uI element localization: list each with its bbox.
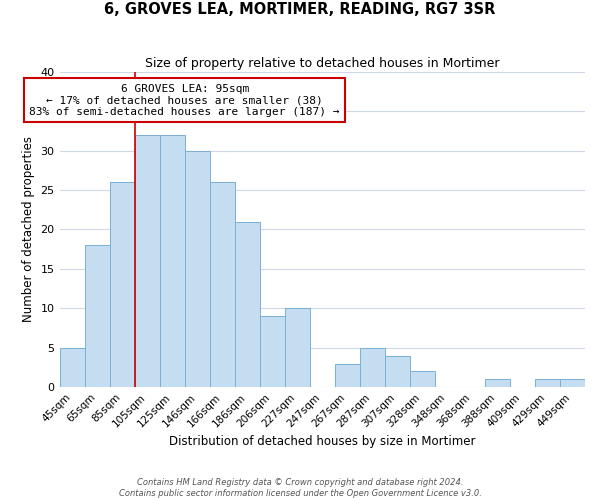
Bar [59, 348, 85, 387]
Bar [285, 308, 310, 387]
Bar [360, 348, 385, 387]
Bar [385, 356, 410, 387]
Bar [134, 135, 160, 387]
Bar [110, 182, 134, 387]
Bar [185, 150, 209, 387]
Bar [535, 380, 560, 387]
Bar [260, 316, 285, 387]
Text: Contains HM Land Registry data © Crown copyright and database right 2024.
Contai: Contains HM Land Registry data © Crown c… [119, 478, 481, 498]
Bar [160, 135, 185, 387]
Bar [485, 380, 510, 387]
Bar [235, 222, 260, 387]
Text: 6, GROVES LEA, MORTIMER, READING, RG7 3SR: 6, GROVES LEA, MORTIMER, READING, RG7 3S… [104, 2, 496, 18]
Y-axis label: Number of detached properties: Number of detached properties [22, 136, 35, 322]
Bar [85, 245, 110, 387]
Text: 6 GROVES LEA: 95sqm
← 17% of detached houses are smaller (38)
83% of semi-detach: 6 GROVES LEA: 95sqm ← 17% of detached ho… [29, 84, 340, 116]
Title: Size of property relative to detached houses in Mortimer: Size of property relative to detached ho… [145, 58, 500, 70]
Bar [209, 182, 235, 387]
Bar [410, 372, 435, 387]
Bar [560, 380, 585, 387]
X-axis label: Distribution of detached houses by size in Mortimer: Distribution of detached houses by size … [169, 434, 476, 448]
Bar [335, 364, 360, 387]
